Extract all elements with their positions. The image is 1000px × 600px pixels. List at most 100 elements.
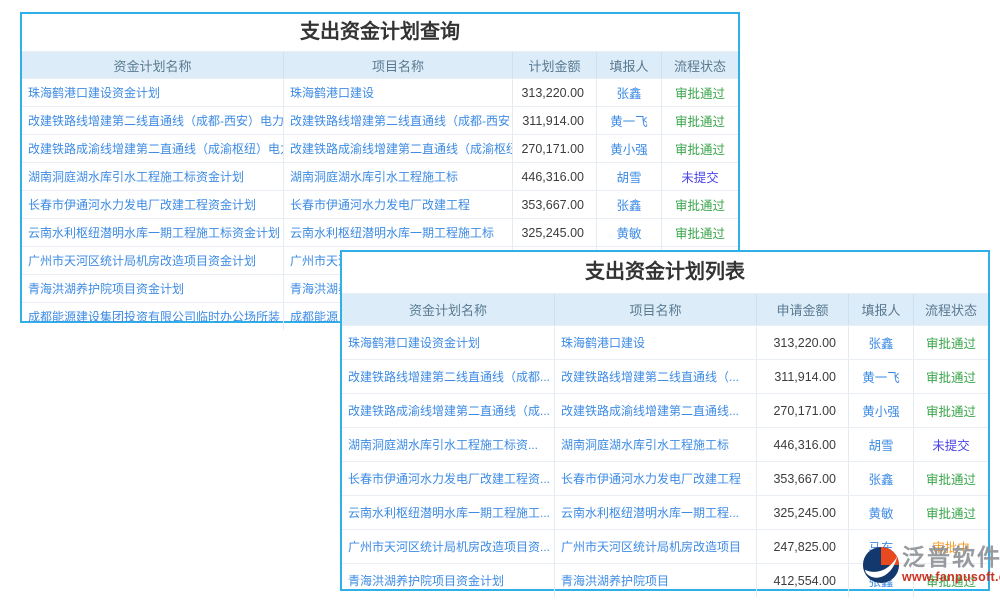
project-name-cell[interactable]: 改建铁路线增建第二线直通线（成都-西安: [284, 107, 513, 134]
table-row[interactable]: 云南水利枢纽潜明水库一期工程施工标资金计划 云南水利枢纽潜明水库一期工程施工标 …: [22, 218, 738, 246]
table-row[interactable]: 珠海鹤港口建设资金计划 珠海鹤港口建设 313,220.00 张鑫 审批通过: [22, 78, 738, 106]
amount-cell: 446,316.00: [513, 163, 597, 190]
amount-cell: 270,171.00: [513, 135, 597, 162]
table-header-row: 资金计划名称 项目名称 计划金额 填报人 流程状态: [22, 52, 738, 78]
table-row[interactable]: 湖南洞庭湖水库引水工程施工标资金计划 湖南洞庭湖水库引水工程施工标 446,31…: [22, 162, 738, 190]
plan-name-cell[interactable]: 改建铁路线增建第二线直通线（成都...: [342, 360, 555, 393]
status-cell: 审批通过: [925, 473, 976, 487]
amount-cell: 270,171.00: [757, 394, 849, 427]
project-name-cell[interactable]: 珠海鹤港口建设: [555, 326, 757, 359]
amount-cell: 446,316.00: [757, 428, 849, 461]
reporter-cell[interactable]: 胡雪: [597, 163, 662, 190]
plan-name-cell[interactable]: 湖南洞庭湖水库引水工程施工标资金计划: [22, 163, 284, 190]
amount-cell: 325,245.00: [757, 496, 849, 529]
amount-cell: 353,667.00: [757, 462, 849, 495]
reporter-cell[interactable]: 黄一飞: [849, 360, 914, 393]
status-cell: 未提交: [932, 439, 970, 453]
reporter-cell[interactable]: 张鑫: [849, 462, 914, 495]
amount-cell: 247,825.00: [757, 530, 849, 563]
status-cell: 审批通过: [925, 507, 976, 521]
plan-name-cell[interactable]: 云南水利枢纽潜明水库一期工程施工...: [342, 496, 555, 529]
watermark: 泛普软件 www.fanpusoft.com: [862, 544, 1000, 585]
plan-name-cell[interactable]: 广州市天河区统计局机房改造项目资...: [342, 530, 555, 563]
amount-cell: 313,220.00: [757, 326, 849, 359]
status-cell: 审批通过: [674, 87, 725, 101]
amount-cell: 311,914.00: [757, 360, 849, 393]
project-name-cell[interactable]: 改建铁路成渝线增建第二直通线（成渝枢纽: [284, 135, 513, 162]
header-cell-plan-name: 资金计划名称: [342, 294, 555, 325]
amount-cell: 313,220.00: [513, 79, 597, 106]
header-cell-status: 流程状态: [673, 58, 726, 74]
reporter-cell[interactable]: 张鑫: [597, 191, 662, 218]
project-name-cell[interactable]: 广州市天河区统计局机房改造项目: [555, 530, 757, 563]
plan-name-cell[interactable]: 改建铁路成渝线增建第二直通线（成渝枢纽）电力: [22, 135, 284, 162]
reporter-cell[interactable]: 黄小强: [849, 394, 914, 427]
table-row[interactable]: 珠海鹤港口建设资金计划 珠海鹤港口建设 313,220.00 张鑫 审批通过: [342, 325, 988, 359]
window-title: 支出资金计划列表: [342, 252, 988, 294]
project-name-cell[interactable]: 长春市伊通河水力发电厂改建工程: [555, 462, 757, 495]
project-name-cell[interactable]: 珠海鹤港口建设: [284, 79, 513, 106]
status-cell: 审批通过: [925, 337, 976, 351]
table-row[interactable]: 改建铁路成渝线增建第二直通线（成... 改建铁路成渝线增建第二直通线... 27…: [342, 393, 988, 427]
header-cell-reporter: 填报人: [849, 294, 914, 325]
project-name-cell[interactable]: 湖南洞庭湖水库引水工程施工标: [284, 163, 513, 190]
status-cell: 审批通过: [925, 575, 976, 589]
reporter-cell[interactable]: 黄一飞: [597, 107, 662, 134]
status-cell: 审批通过: [925, 405, 976, 419]
plan-name-cell[interactable]: 成都能源建设集团投资有限公司临时办公场所装: [22, 303, 284, 330]
table-row[interactable]: 长春市伊通河水力发电厂改建工程资... 长春市伊通河水力发电厂改建工程 353,…: [342, 461, 988, 495]
status-cell: 审批中: [932, 541, 970, 555]
project-name-cell[interactable]: 云南水利枢纽潜明水库一期工程施工标: [284, 219, 513, 246]
table-row[interactable]: 改建铁路线增建第二线直通线（成都... 改建铁路线增建第二线直通线（... 31…: [342, 359, 988, 393]
table-row[interactable]: 湖南洞庭湖水库引水工程施工标资... 湖南洞庭湖水库引水工程施工标 446,31…: [342, 427, 988, 461]
plan-name-cell[interactable]: 青海洪湖养护院项目资金计划: [342, 564, 555, 597]
reporter-cell[interactable]: 黄敏: [597, 219, 662, 246]
plan-name-cell[interactable]: 云南水利枢纽潜明水库一期工程施工标资金计划: [22, 219, 284, 246]
status-cell: 审批通过: [925, 371, 976, 385]
front-window: 支出资金计划列表 资金计划名称 项目名称 申请金额 填报人 流程状态 珠海鹤港口…: [340, 250, 990, 597]
plan-name-cell[interactable]: 改建铁路线增建第二线直通线（成都-西安）电力: [22, 107, 284, 134]
project-name-cell[interactable]: 长春市伊通河水力发电厂改建工程: [284, 191, 513, 218]
header-cell-plan-name: 资金计划名称: [22, 52, 284, 78]
plan-name-cell[interactable]: 湖南洞庭湖水库引水工程施工标资...: [342, 428, 555, 461]
status-cell: 未提交: [681, 171, 719, 185]
plan-name-cell[interactable]: 珠海鹤港口建设资金计划: [342, 326, 555, 359]
project-name-cell[interactable]: 改建铁路线增建第二线直通线（...: [555, 360, 757, 393]
amount-cell: 311,914.00: [513, 107, 597, 134]
plan-name-cell[interactable]: 珠海鹤港口建设资金计划: [22, 79, 284, 106]
reporter-cell[interactable]: 胡雪: [849, 428, 914, 461]
amount-cell: 325,245.00: [513, 219, 597, 246]
header-cell-planned-amount: 计划金额: [513, 52, 597, 78]
fanpu-logo-icon: [862, 546, 900, 584]
plan-name-cell[interactable]: 改建铁路成渝线增建第二直通线（成...: [342, 394, 555, 427]
brand-url: www.fanpusoft.com: [902, 570, 1000, 584]
status-cell: 审批通过: [674, 143, 725, 157]
header-cell-reporter: 填报人: [597, 52, 662, 78]
table-row[interactable]: 广州市天河区统计局机房改造项目资... 广州市天河区统计局机房改造项目 247,…: [342, 529, 988, 563]
plan-name-cell[interactable]: 长春市伊通河水力发电厂改建工程资...: [342, 462, 555, 495]
window-title: 支出资金计划查询: [22, 14, 738, 52]
back-window: 支出资金计划查询 资金计划名称 项目名称 计划金额 填报人 流程状态 珠海鹤港口…: [20, 12, 740, 330]
reporter-cell[interactable]: 黄敏: [849, 496, 914, 529]
table-row[interactable]: 云南水利枢纽潜明水库一期工程施工... 云南水利枢纽潜明水库一期工程... 32…: [342, 495, 988, 529]
status-cell: 审批通过: [674, 199, 725, 213]
reporter-cell[interactable]: 张鑫: [597, 79, 662, 106]
table-row[interactable]: 改建铁路成渝线增建第二直通线（成渝枢纽）电力 改建铁路成渝线增建第二直通线（成渝…: [22, 134, 738, 162]
project-name-cell[interactable]: 改建铁路成渝线增建第二直通线...: [555, 394, 757, 427]
header-cell-project-name: 项目名称: [284, 52, 513, 78]
reporter-cell[interactable]: 黄小强: [597, 135, 662, 162]
table-header-row: 资金计划名称 项目名称 申请金额 填报人 流程状态: [342, 294, 988, 325]
plan-name-cell[interactable]: 长春市伊通河水力发电厂改建工程资金计划: [22, 191, 284, 218]
project-name-cell[interactable]: 青海洪湖养护院项目: [555, 564, 757, 597]
header-cell-requested-amount: 申请金额: [757, 294, 849, 325]
project-name-cell[interactable]: 湖南洞庭湖水库引水工程施工标: [555, 428, 757, 461]
reporter-cell[interactable]: 张鑫: [849, 326, 914, 359]
table-row[interactable]: 改建铁路线增建第二线直通线（成都-西安）电力 改建铁路线增建第二线直通线（成都-…: [22, 106, 738, 134]
brand-name: 泛普软件: [902, 544, 1000, 570]
header-cell-status: 流程状态: [924, 303, 977, 318]
project-name-cell[interactable]: 云南水利枢纽潜明水库一期工程...: [555, 496, 757, 529]
plan-name-cell[interactable]: 青海洪湖养护院项目资金计划: [22, 275, 284, 302]
status-cell: 审批通过: [674, 227, 725, 241]
table-row[interactable]: 长春市伊通河水力发电厂改建工程资金计划 长春市伊通河水力发电厂改建工程 353,…: [22, 190, 738, 218]
plan-name-cell[interactable]: 广州市天河区统计局机房改造项目资金计划: [22, 247, 284, 274]
